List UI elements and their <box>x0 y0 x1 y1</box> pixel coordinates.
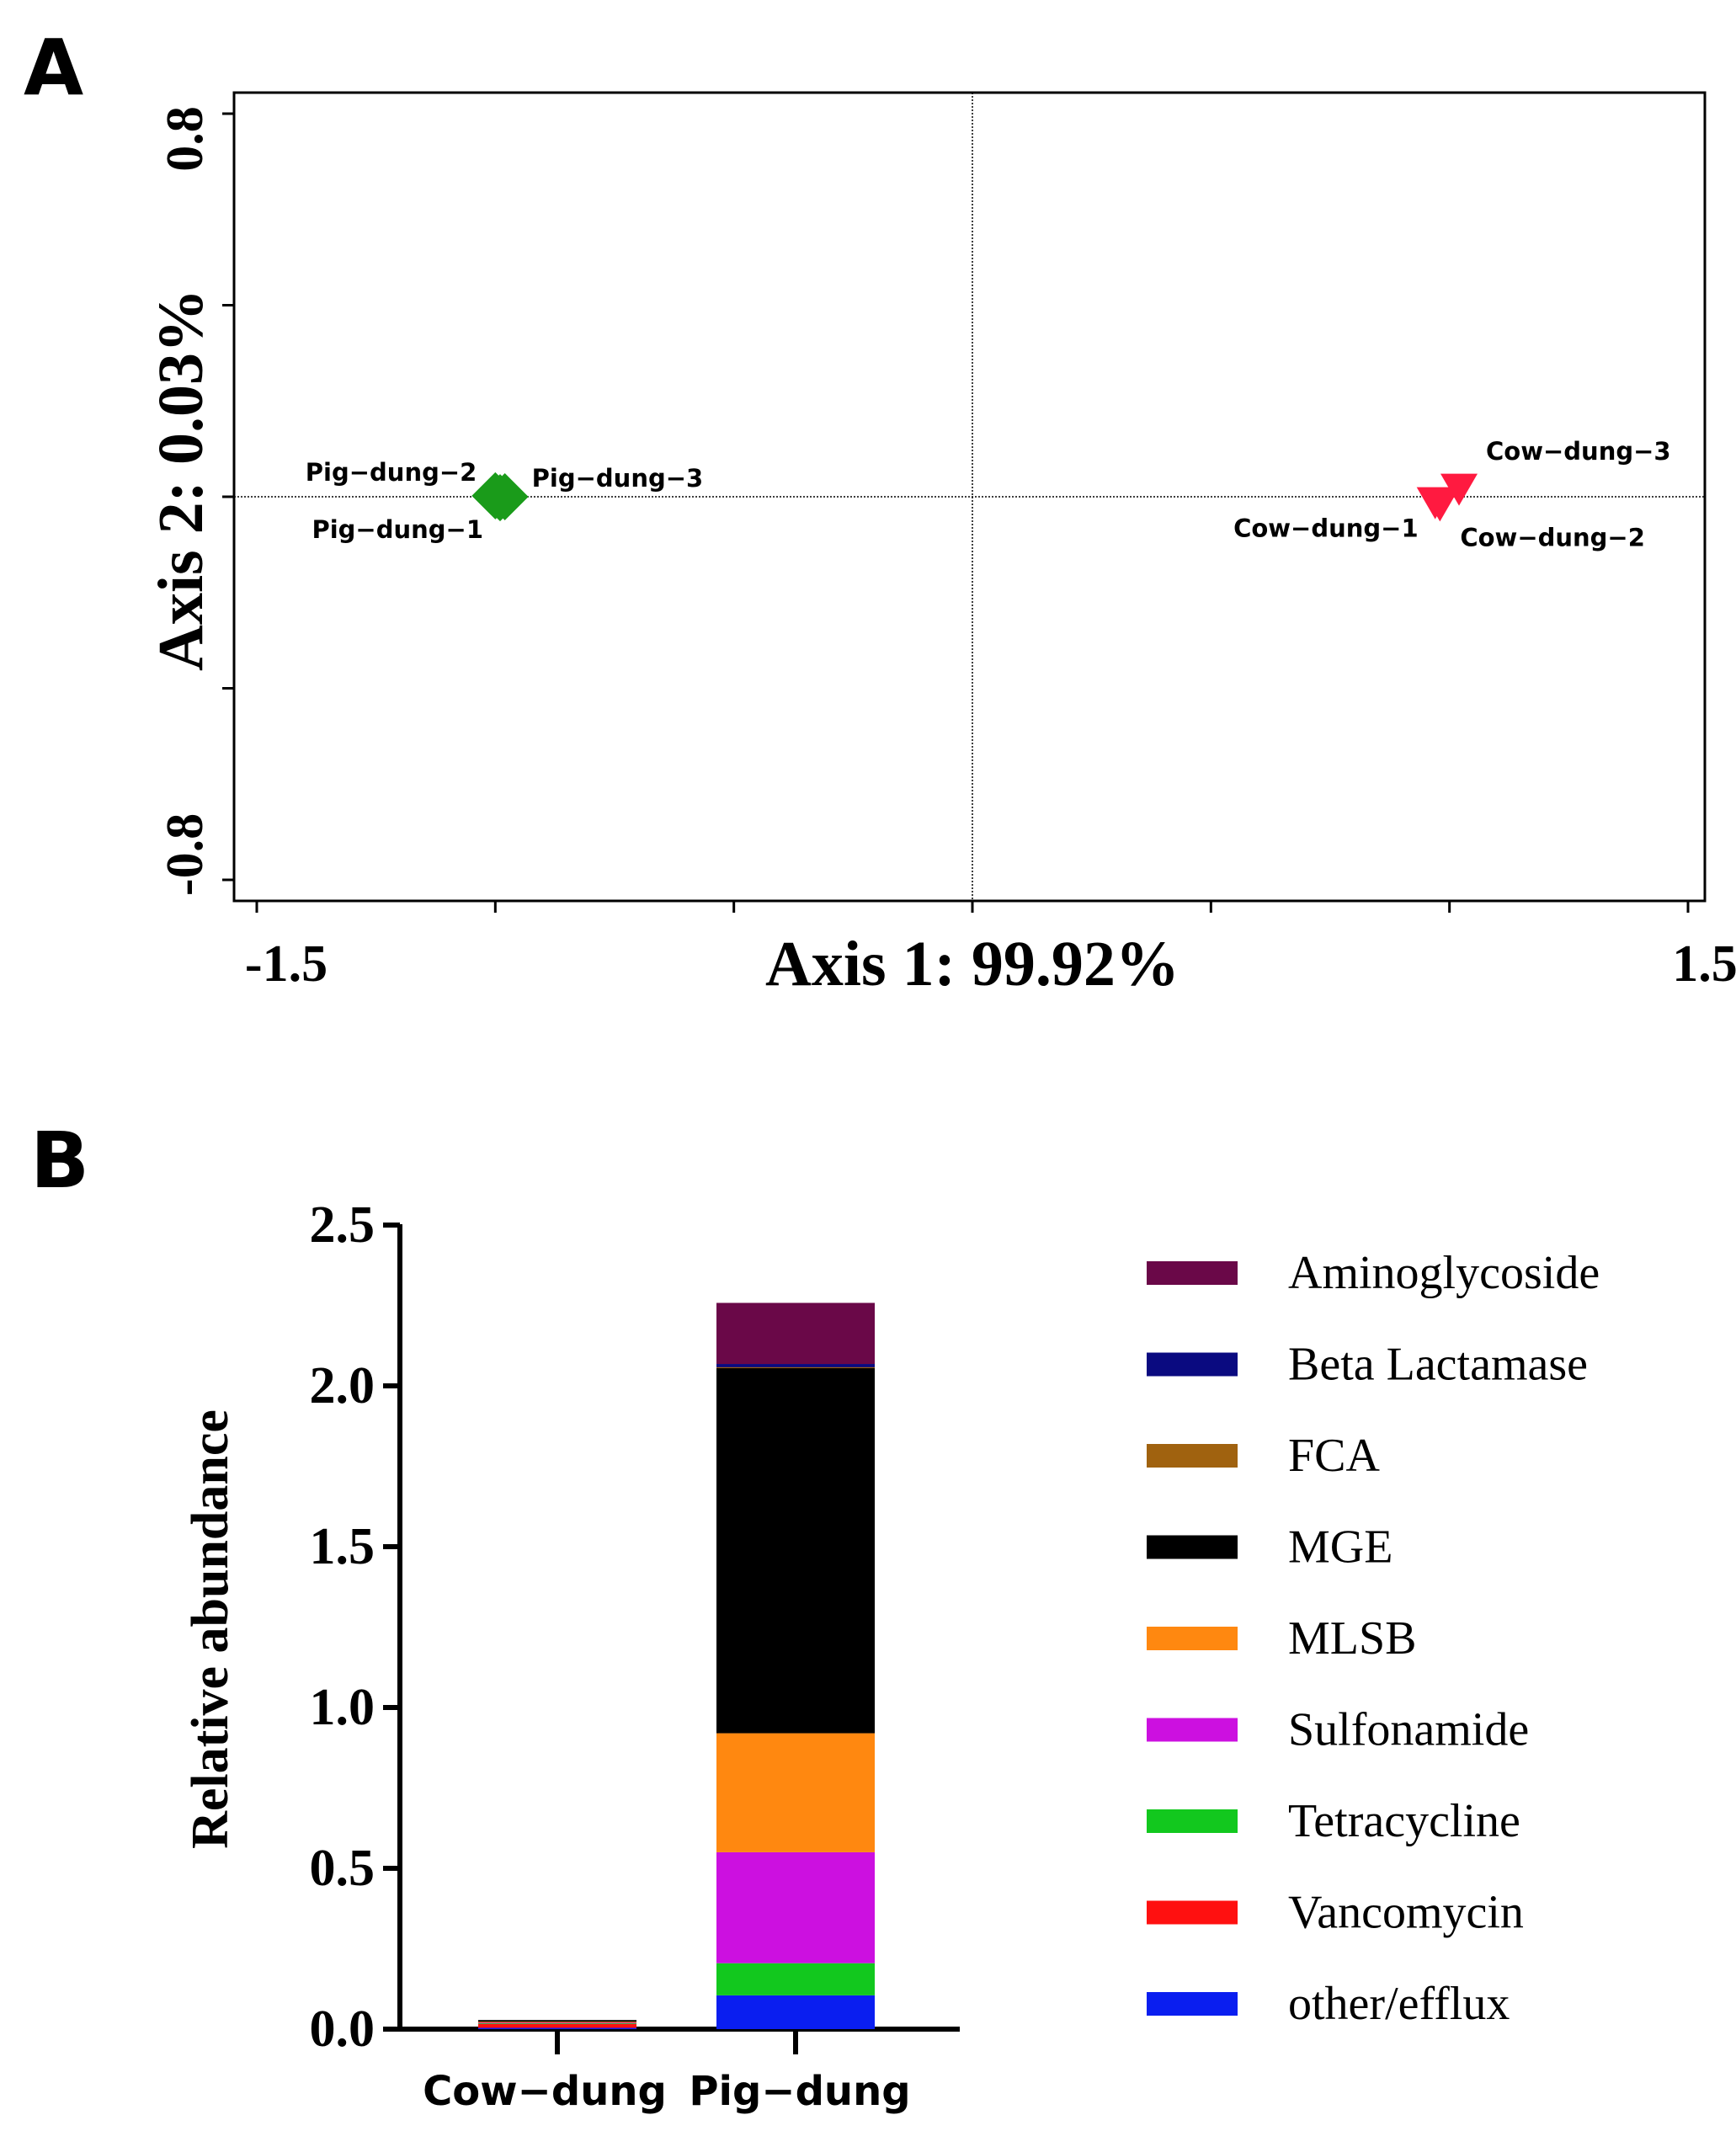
bar-pig-dung-sulfonamide <box>716 1851 875 1963</box>
panel-letter-a: A <box>24 23 83 113</box>
legend-swatch-mge <box>1147 1535 1238 1559</box>
bar-cow-dung-mge <box>478 2020 636 2022</box>
bar-cow-dung-vancomycin <box>478 2023 636 2028</box>
y-tick-label-min: -0.8 <box>157 813 214 896</box>
legend-label-mlsb: MLSB <box>1288 1612 1417 1665</box>
bar-pig-dung-tetracycline <box>716 1963 875 1995</box>
y-axis-title: Axis 2: 0.03% <box>146 289 216 671</box>
y-tick-label: 1.5 <box>310 1518 375 1575</box>
bar-cow-dung-other-efflux <box>478 2027 636 2029</box>
point-label-cow-dung-2: Cow−dung−2 <box>1460 524 1645 552</box>
legend-label-fca: FCA <box>1288 1430 1380 1482</box>
legend-label-other-efflux: other/efflux <box>1288 1978 1510 2030</box>
y-tick-label: 2.5 <box>310 1196 375 1254</box>
point-label-cow-dung-3: Cow−dung−3 <box>1486 437 1671 466</box>
bar-pig-dung-beta-lactamase <box>716 1364 875 1367</box>
bar-pig-dung-fca <box>716 1366 875 1368</box>
x-tick-label-min: -1.5 <box>245 935 327 993</box>
panel-letter-b: B <box>30 1116 89 1206</box>
x-axis-title: Axis 1: 99.92% <box>765 929 1180 999</box>
legend-swatch-tetracycline <box>1147 1809 1238 1833</box>
legend-label-vancomycin: Vancomycin <box>1288 1887 1524 1939</box>
legend-swatch-aminoglycoside <box>1147 1261 1238 1285</box>
bar-cow-dung-mlsb <box>478 2021 636 2023</box>
legend-swatch-beta-lactamase <box>1147 1352 1238 1377</box>
point-cow-dung-3 <box>1440 473 1478 506</box>
panel-a-scatter: -1.5 1.5 -0.8 0.8 Axis 1: 99.92% Axis 2: 0.03… <box>146 91 1736 999</box>
panel-b-stacked-bar: 0.0 0.5 1.0 1.5 2.0 2.5 Relative abundance Cow−… <box>182 1196 1600 2115</box>
legend-swatch-fca <box>1147 1444 1238 1468</box>
legend-label-aminoglycoside: Aminoglycoside <box>1288 1247 1600 1299</box>
point-cow-dung-2 <box>1421 489 1459 522</box>
y-tick-label: 2.0 <box>310 1357 375 1414</box>
bar-pig-dung-mge <box>716 1367 875 1734</box>
bar-pig-dung-mlsb <box>716 1733 875 1852</box>
x-tick-label-max: 1.5 <box>1672 935 1736 993</box>
y-tick-label-max: 0.8 <box>157 106 214 172</box>
bar-pig-dung-other-efflux <box>716 1995 875 2029</box>
category-label-cow-dung: Cow−dung <box>423 2068 667 2115</box>
legend-label-beta-lactamase: Beta Lactamase <box>1288 1339 1588 1391</box>
legend-swatch-sulfonamide <box>1147 1718 1238 1742</box>
legend-swatch-other-efflux <box>1147 1992 1238 2016</box>
bar-pig-dung-aminoglycoside <box>716 1303 875 1365</box>
point-label-pig-dung-1: Pig−dung−1 <box>312 515 483 544</box>
y-tick-label: 0.0 <box>310 2000 375 2058</box>
point-label-pig-dung-3: Pig−dung−3 <box>532 464 704 493</box>
legend-label-mge: MGE <box>1288 1521 1393 1574</box>
legend-label-sulfonamide: Sulfonamide <box>1288 1704 1529 1756</box>
legend-swatch-vancomycin <box>1147 1900 1238 1925</box>
y-axis-title: Relative abundance <box>182 1409 239 1849</box>
legend-label-tetracycline: Tetracycline <box>1288 1795 1520 1847</box>
point-label-pig-dung-2: Pig−dung−2 <box>306 458 477 487</box>
point-pig-dung-3 <box>481 473 529 520</box>
point-label-cow-dung-1: Cow−dung−1 <box>1233 514 1419 543</box>
category-label-pig-dung: Pig−dung <box>689 2068 910 2115</box>
y-tick-label: 0.5 <box>310 1840 375 1897</box>
y-tick-label: 1.0 <box>310 1679 375 1736</box>
legend-swatch-mlsb <box>1147 1627 1238 1650</box>
